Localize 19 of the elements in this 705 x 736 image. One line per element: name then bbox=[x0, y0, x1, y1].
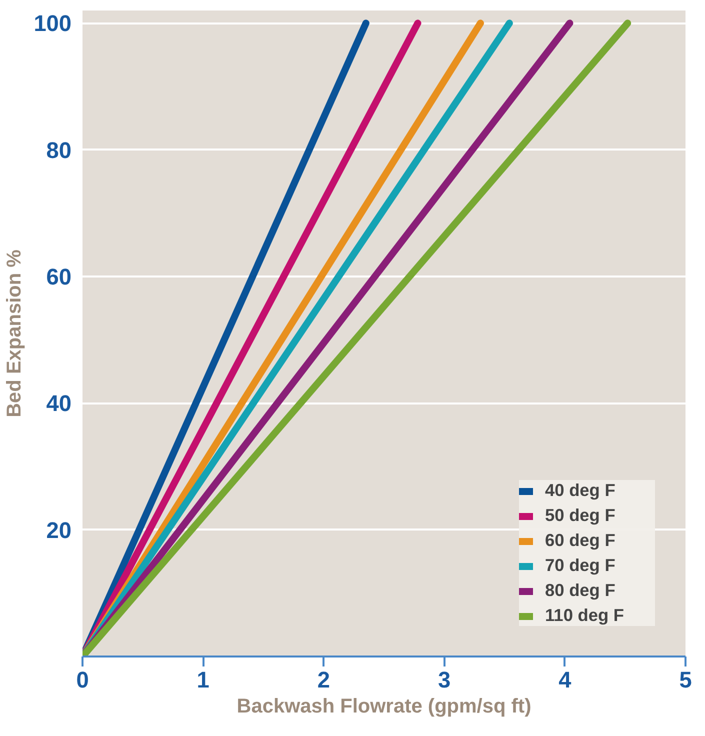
legend-label: 80 deg F bbox=[545, 580, 616, 601]
y-tick-label: 60 bbox=[46, 264, 72, 290]
x-axis-title: Backwash Flowrate (gpm/sq ft) bbox=[236, 696, 532, 718]
x-tick-label: 2 bbox=[317, 666, 330, 692]
y-tick-label: 20 bbox=[46, 516, 72, 543]
legend-label: 40 deg F bbox=[545, 480, 616, 501]
legend-label: 110 deg F bbox=[545, 605, 625, 626]
legend-label: 50 deg F bbox=[545, 505, 616, 526]
x-tick-label: 1 bbox=[196, 666, 210, 692]
y-tick-label: 40 bbox=[46, 390, 72, 416]
legend-label: 60 deg F bbox=[545, 530, 616, 551]
x-tick-label: 0 bbox=[76, 666, 89, 692]
y-tick-label: 100 bbox=[34, 10, 72, 36]
x-tick-label: 4 bbox=[558, 666, 572, 692]
x-tick-label: 3 bbox=[438, 666, 451, 692]
legend-label: 70 deg F bbox=[545, 555, 616, 576]
y-axis-title: Bed Expansion % bbox=[4, 249, 26, 418]
y-tick-label: 80 bbox=[46, 136, 72, 163]
x-tick-label: 5 bbox=[679, 666, 692, 692]
